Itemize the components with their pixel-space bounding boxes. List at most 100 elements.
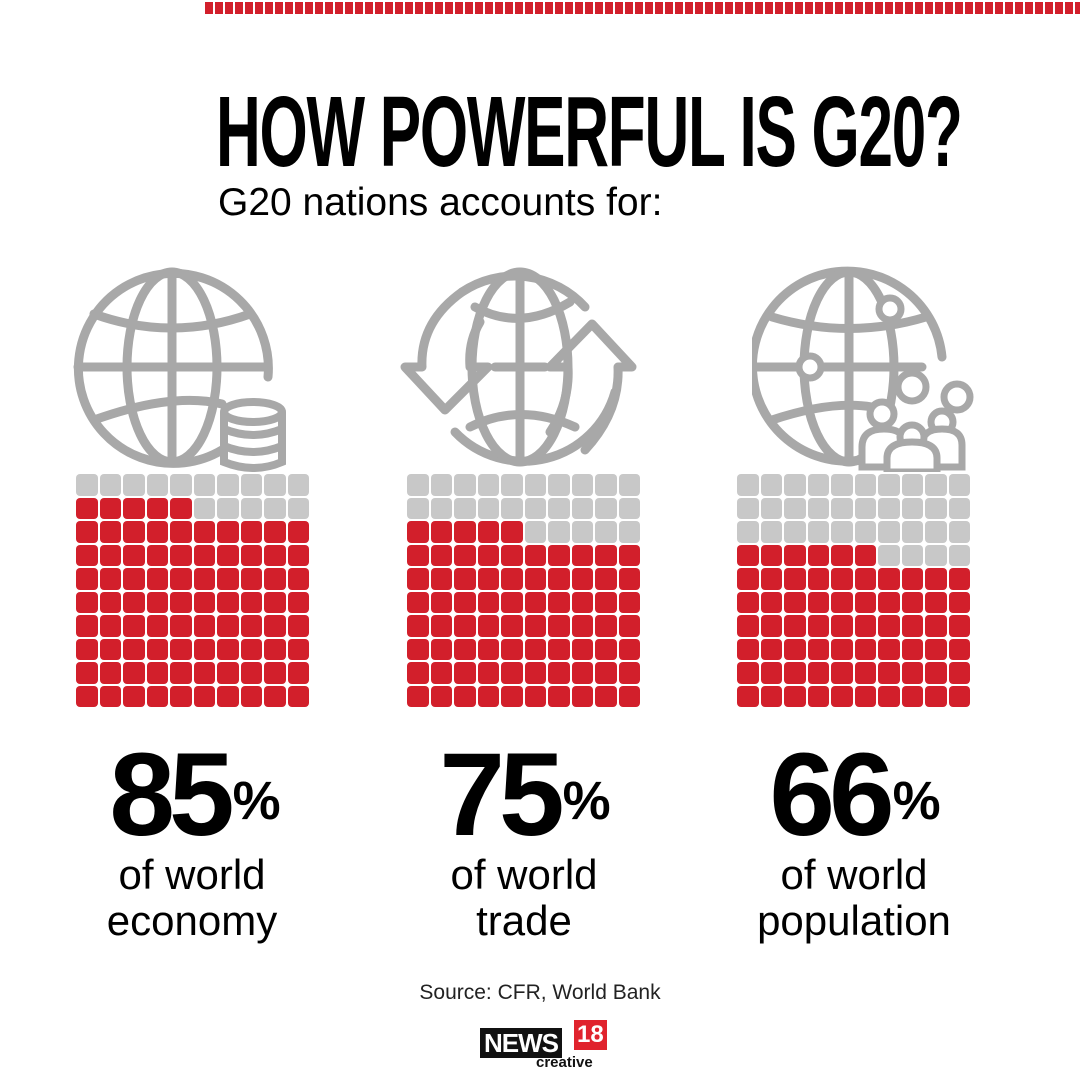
waffle-cell-filled: [146, 497, 168, 519]
waffle-cell-filled: [430, 615, 452, 637]
waffle-cell-filled: [264, 638, 286, 660]
waffle-cell-filled: [240, 521, 262, 543]
waffle-cell-filled: [407, 662, 429, 684]
waffle-cell-filled: [595, 591, 617, 613]
waffle-cell-empty: [618, 497, 640, 519]
waffle-cell-empty: [123, 474, 145, 496]
waffle-cell-empty: [760, 497, 782, 519]
waffle-cell-filled: [407, 568, 429, 590]
waffle-cell-empty: [948, 474, 970, 496]
waffle-cell-empty: [571, 521, 593, 543]
waffle-cell-empty: [430, 497, 452, 519]
waffle-cell-filled: [193, 568, 215, 590]
waffle-cell-filled: [217, 638, 239, 660]
waffle-cell-filled: [831, 685, 853, 707]
waffle-cell-empty: [76, 474, 98, 496]
waffle-cell-filled: [76, 638, 98, 660]
waffle-cell-filled: [925, 685, 947, 707]
waffle-cell-empty: [287, 474, 309, 496]
waffle-cell-filled: [925, 638, 947, 660]
globe-trade-arrows-icon: [400, 267, 637, 467]
waffle-cell-filled: [217, 685, 239, 707]
waffle-cell-filled: [784, 591, 806, 613]
waffle-cell-filled: [901, 591, 923, 613]
stat-trade-value: 75%: [439, 729, 611, 861]
waffle-cell-filled: [99, 615, 121, 637]
waffle-cell-filled: [123, 544, 145, 566]
waffle-cell-filled: [760, 638, 782, 660]
waffle-cell-filled: [760, 662, 782, 684]
waffle-cell-empty: [477, 497, 499, 519]
waffle-cell-filled: [524, 591, 546, 613]
waffle-cell-empty: [524, 521, 546, 543]
waffle-cell-empty: [831, 497, 853, 519]
waffle-cell-filled: [925, 662, 947, 684]
waffle-cell-empty: [878, 497, 900, 519]
waffle-cell-filled: [548, 568, 570, 590]
waffle-cell-filled: [193, 544, 215, 566]
waffle-cell-filled: [217, 615, 239, 637]
waffle-cell-filled: [760, 544, 782, 566]
stat-economy-label: of world economy: [106, 851, 278, 944]
waffle-cell-filled: [217, 568, 239, 590]
waffle-cell-filled: [477, 638, 499, 660]
waffle-cell-filled: [807, 638, 829, 660]
waffle-cell-empty: [737, 474, 759, 496]
waffle-cell-filled: [878, 662, 900, 684]
waffle-cell-filled: [99, 544, 121, 566]
waffle-cell-filled: [170, 615, 192, 637]
waffle-cell-filled: [99, 591, 121, 613]
waffle-cell-filled: [524, 544, 546, 566]
waffle-cell-filled: [618, 615, 640, 637]
waffle-cell-filled: [477, 544, 499, 566]
waffle-cell-filled: [618, 568, 640, 590]
waffle-cell-empty: [501, 497, 523, 519]
waffle-cell-filled: [240, 638, 262, 660]
waffle-cell-filled: [618, 685, 640, 707]
waffle-cell-filled: [948, 591, 970, 613]
waffle-cell-filled: [901, 615, 923, 637]
waffle-cell-filled: [548, 662, 570, 684]
waffle-cell-empty: [571, 474, 593, 496]
waffle-cell-filled: [454, 521, 476, 543]
waffle-cell-empty: [548, 521, 570, 543]
waffle-cell-filled: [123, 662, 145, 684]
waffle-cell-filled: [146, 521, 168, 543]
waffle-cell-filled: [737, 638, 759, 660]
waffle-cell-filled: [618, 662, 640, 684]
waffle-cell-filled: [170, 591, 192, 613]
waffle-cell-filled: [146, 591, 168, 613]
waffle-cell-filled: [737, 685, 759, 707]
waffle-cell-filled: [501, 615, 523, 637]
waffle-cell-filled: [477, 662, 499, 684]
waffle-cell-filled: [501, 591, 523, 613]
waffle-cell-filled: [831, 615, 853, 637]
waffle-cell-filled: [807, 685, 829, 707]
waffle-cell-filled: [501, 685, 523, 707]
waffle-cell-filled: [146, 568, 168, 590]
waffle-cell-filled: [193, 591, 215, 613]
waffle-cell-filled: [170, 497, 192, 519]
waffle-cell-filled: [784, 685, 806, 707]
waffle-cell-filled: [477, 591, 499, 613]
waffle-cell-empty: [925, 497, 947, 519]
waffle-cell-filled: [99, 568, 121, 590]
waffle-cell-filled: [737, 615, 759, 637]
waffle-cell-filled: [571, 591, 593, 613]
waffle-cell-filled: [264, 591, 286, 613]
waffle-cell-filled: [170, 568, 192, 590]
waffle-cell-filled: [737, 662, 759, 684]
waffle-cell-empty: [595, 474, 617, 496]
waffle-cell-filled: [477, 521, 499, 543]
waffle-cell-filled: [878, 591, 900, 613]
waffle-cell-filled: [878, 685, 900, 707]
waffle-cell-filled: [854, 638, 876, 660]
waffle-cell-filled: [524, 638, 546, 660]
waffle-cell-filled: [760, 568, 782, 590]
waffle-cell-filled: [737, 544, 759, 566]
waffle-cell-filled: [571, 544, 593, 566]
waffle-cell-filled: [831, 591, 853, 613]
stat-population-label: of world population: [757, 851, 951, 944]
waffle-cell-filled: [287, 615, 309, 637]
waffle-cell-filled: [807, 568, 829, 590]
